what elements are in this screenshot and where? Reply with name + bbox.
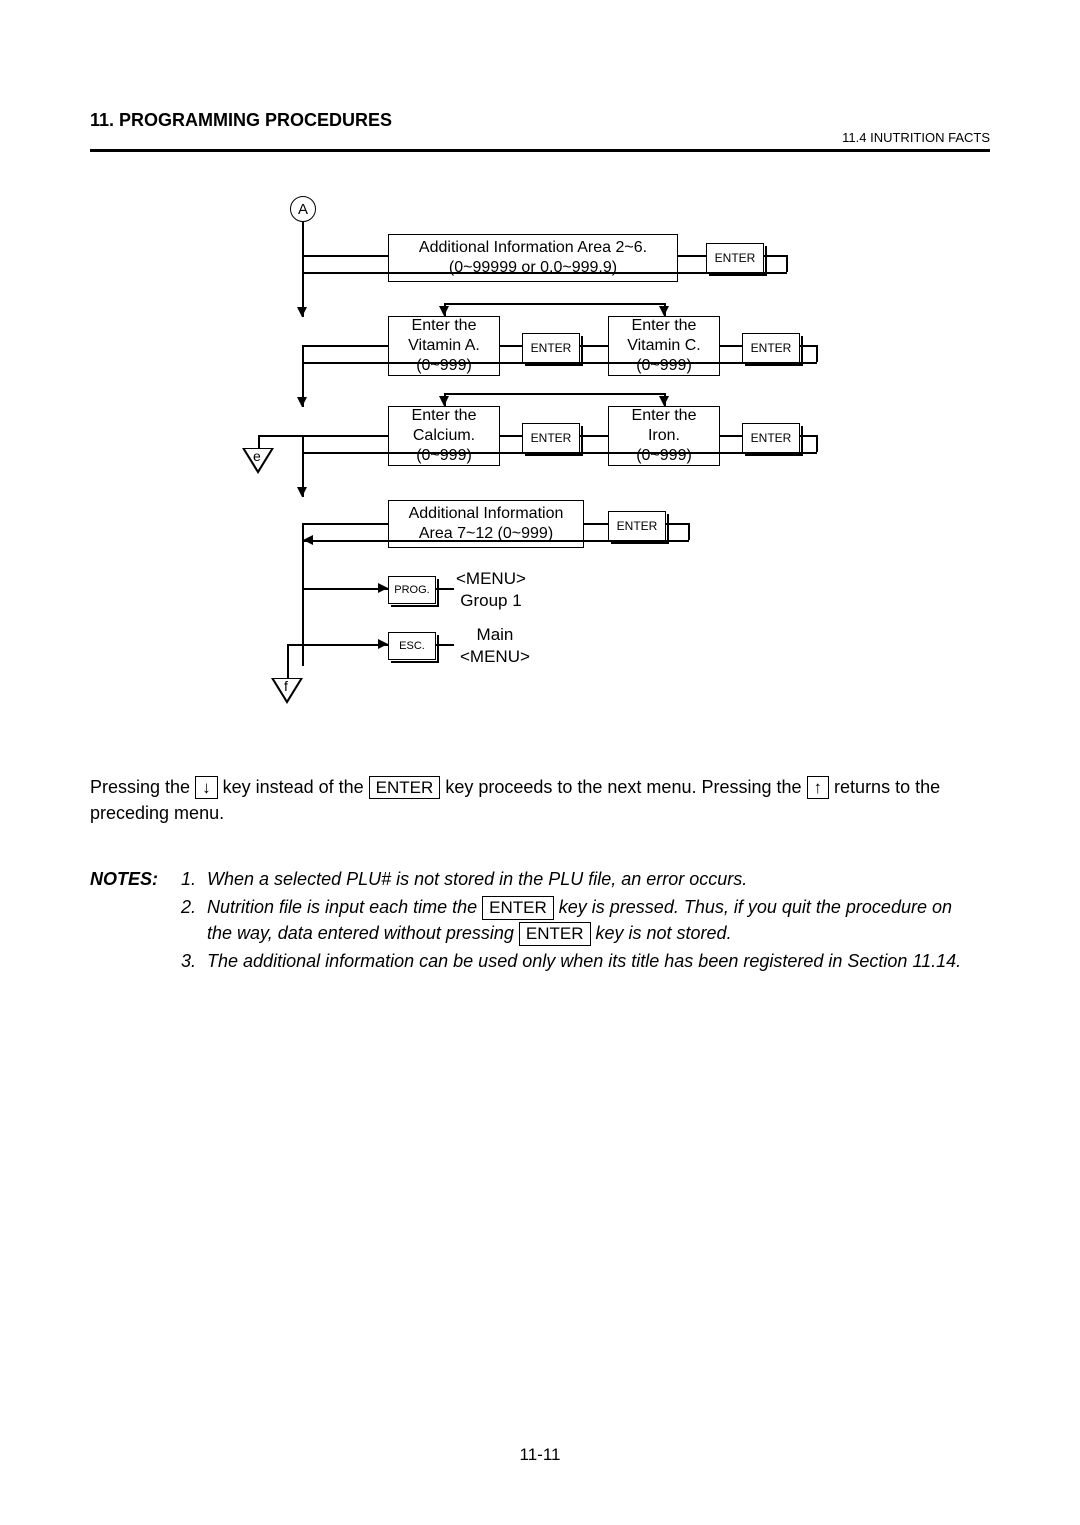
connector xyxy=(720,345,742,347)
connector xyxy=(678,255,706,257)
connector xyxy=(302,523,388,525)
arrow-left-icon xyxy=(303,535,313,545)
connector xyxy=(436,644,454,646)
box-additional-info-1: Additional Information Area 2~6. (0~9999… xyxy=(388,234,678,282)
box-calcium: Enter the Calcium. (0~999) xyxy=(388,406,500,466)
box-vitamin-c: Enter the Vitamin C. (0~999) xyxy=(608,316,720,376)
connector xyxy=(302,345,388,347)
up-arrow-key: ↑ xyxy=(807,776,830,799)
connector xyxy=(500,435,522,437)
arrow-down-icon xyxy=(439,306,449,316)
node-a-circle: A xyxy=(290,196,316,222)
connector xyxy=(584,523,608,525)
main-menu-label: Main <MENU> xyxy=(460,624,530,668)
note-text: When a selected PLU# is not stored in th… xyxy=(207,866,971,892)
enter-key: ENTER xyxy=(742,333,800,363)
page-number: 11-11 xyxy=(0,1445,1080,1465)
connector xyxy=(444,393,665,395)
connector xyxy=(580,435,608,437)
connector xyxy=(274,435,302,437)
enter-key-inline: ENTER xyxy=(482,896,554,919)
connector xyxy=(800,435,816,437)
esc-key: ESC. xyxy=(388,632,436,660)
note-text: Nutrition file is input each time the EN… xyxy=(207,894,971,946)
note-item: 1. When a selected PLU# is not stored in… xyxy=(181,866,971,892)
connector xyxy=(302,523,304,573)
instruction-paragraph: Pressing the ↓ key instead of the ENTER … xyxy=(90,774,990,826)
connector xyxy=(302,588,388,590)
connector xyxy=(258,435,260,448)
para-text: key instead of the xyxy=(223,777,369,797)
arrow-down-icon xyxy=(297,397,307,407)
note-item: 2. Nutrition file is input each time the… xyxy=(181,894,971,946)
arrow-down-icon xyxy=(659,306,669,316)
header-rule xyxy=(90,149,990,152)
triangle-f-label: f xyxy=(284,678,288,694)
connector xyxy=(816,435,818,452)
connector xyxy=(688,523,690,540)
enter-key-inline: ENTER xyxy=(369,776,441,799)
connector xyxy=(302,272,787,274)
note-frag: Nutrition file is input each time the xyxy=(207,897,482,917)
enter-key: ENTER xyxy=(522,333,580,363)
box-vitamin-a: Enter the Vitamin A. (0~999) xyxy=(388,316,500,376)
arrow-down-icon xyxy=(297,307,307,317)
down-arrow-key: ↓ xyxy=(195,776,218,799)
notes-list: 1. When a selected PLU# is not stored in… xyxy=(181,866,971,976)
arrow-down-icon xyxy=(439,396,449,406)
note-number: 2. xyxy=(181,894,207,946)
connector xyxy=(500,345,522,347)
prog-key: PROG. xyxy=(388,576,436,604)
arrow-down-icon xyxy=(659,396,669,406)
connector xyxy=(302,255,388,257)
subsection-title: 11.4 INUTRITION FACTS xyxy=(842,130,990,145)
enter-key: ENTER xyxy=(706,243,764,273)
connector xyxy=(302,222,304,255)
enter-key-inline: ENTER xyxy=(519,922,591,945)
enter-key: ENTER xyxy=(742,423,800,453)
menu-group-label: <MENU> Group 1 xyxy=(456,568,526,612)
connector xyxy=(786,255,788,272)
connector xyxy=(258,435,274,437)
connector xyxy=(436,588,454,590)
note-frag: key is not stored. xyxy=(591,923,732,943)
notes-label: NOTES: xyxy=(90,866,176,892)
connector xyxy=(302,540,689,542)
connector xyxy=(302,435,388,437)
note-text: The additional information can be used o… xyxy=(207,948,971,974)
note-number: 1. xyxy=(181,866,207,892)
note-item: 3. The additional information can be use… xyxy=(181,948,971,974)
connector xyxy=(764,255,786,257)
para-text: Pressing the xyxy=(90,777,195,797)
triangle-e-label: e xyxy=(253,448,261,464)
connector xyxy=(720,435,742,437)
connector xyxy=(287,644,289,678)
notes-block: NOTES: 1. When a selected PLU# is not st… xyxy=(90,866,990,976)
box-iron: Enter the Iron. (0~999) xyxy=(608,406,720,466)
connector xyxy=(287,644,302,646)
connector xyxy=(302,452,817,454)
arrow-right-icon xyxy=(378,639,388,649)
flowchart: A Additional Information Area 2~6. (0~99… xyxy=(180,196,900,736)
enter-key: ENTER xyxy=(522,423,580,453)
connector xyxy=(580,345,608,347)
note-number: 3. xyxy=(181,948,207,974)
connector xyxy=(816,345,818,362)
connector xyxy=(800,345,816,347)
connector xyxy=(444,303,665,305)
connector xyxy=(302,631,304,666)
connector xyxy=(302,573,304,631)
connector xyxy=(302,362,817,364)
connector xyxy=(302,644,388,646)
section-title: 11. PROGRAMMING PROCEDURES xyxy=(90,110,990,131)
enter-key: ENTER xyxy=(608,511,666,541)
para-text: key proceeds to the next menu. Pressing … xyxy=(445,777,806,797)
arrow-right-icon xyxy=(378,583,388,593)
connector xyxy=(666,523,688,525)
arrow-down-icon xyxy=(297,487,307,497)
